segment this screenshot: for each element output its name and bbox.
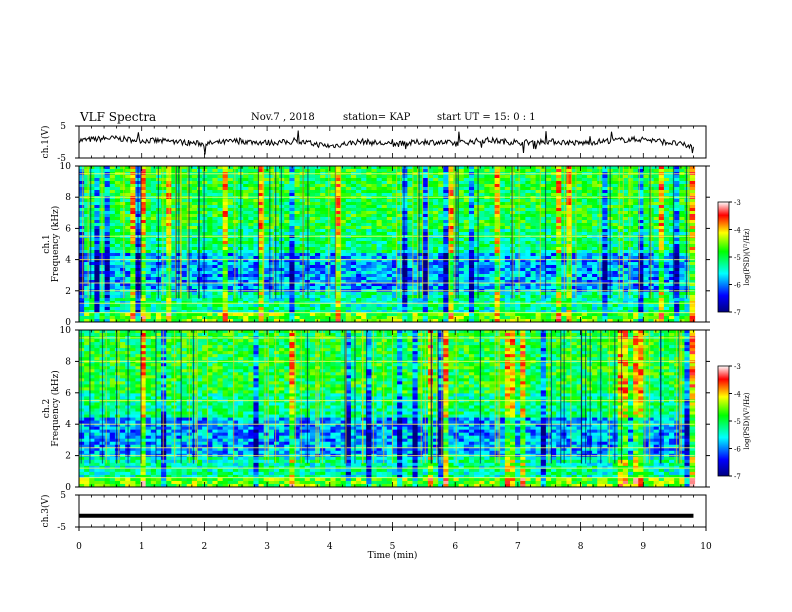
x-tick-label: 3: [264, 542, 270, 552]
colorbar-tick-label: -6: [734, 446, 741, 454]
colorbar-tick-label: -7: [734, 473, 741, 481]
y-tick-label: 4: [65, 256, 71, 266]
spectrogram-cells: [79, 166, 696, 323]
x-axis-label: Time (min): [368, 550, 418, 561]
x-tick-label: 8: [578, 542, 584, 552]
colorbar-tick-label: -4: [734, 227, 741, 235]
colorbar-tick-label: -4: [734, 391, 741, 399]
colorbar-label: log(PSD)(V²/Hz): [743, 392, 751, 449]
x-tick-label: 4: [327, 542, 333, 552]
y-tick-label: 5: [60, 491, 66, 501]
x-tick-label: 1: [139, 542, 145, 552]
y-tick-label: 2: [65, 452, 71, 462]
x-tick-label: 5: [390, 542, 396, 552]
timeseries-panel-1: 5 -5 ch.1(V): [40, 122, 707, 164]
colorbar-tick-label: -5: [734, 254, 741, 262]
colorbar-label: log(PSD)(V²/Hz): [743, 228, 751, 285]
timeseries-panel-3: 5 -5 ch.3(V): [40, 491, 707, 533]
y-axis-label: Frequency (kHz): [50, 206, 61, 283]
station-label: station= KAP: [343, 112, 411, 123]
figure-title: VLF Spectra: [80, 110, 157, 124]
colorbar: [717, 201, 730, 313]
y-tick-label: 6: [65, 224, 71, 234]
colorbar-tick-label: -3: [734, 199, 741, 207]
y-axis-label: ch.3(V): [40, 495, 51, 528]
x-tick-label: 6: [452, 542, 458, 552]
colorbar-tick-label: -5: [734, 418, 741, 426]
spectrogram-panel-2: 0 2 4 6 8 10 ch.2 Frequency (kHz) -3 -4 -5 -6 -7 log(…: [42, 326, 751, 493]
x-tick-label: 7: [515, 542, 521, 552]
y-axis-label: ch.1(V): [40, 126, 51, 159]
colorbar-tick-label: -3: [734, 363, 741, 371]
y-tick-label: 8: [65, 193, 71, 203]
spectrogram-panel-1: 0 2 4 6 8 10 ch.1 Frequency (kHz) -3 -4 -5 -6 -7 log(…: [42, 162, 751, 328]
y-tick-label: 6: [65, 389, 71, 399]
y-tick-label: -5: [57, 154, 66, 164]
y-tick-label: 0: [65, 318, 71, 328]
colorbar: [717, 365, 730, 477]
y-tick-label: 8: [65, 357, 71, 367]
y-tick-label: 0: [65, 483, 71, 493]
start-time-label: start UT = 15: 0 : 1: [437, 112, 536, 123]
y-tick-label: 10: [60, 162, 72, 172]
x-tick-label: 2: [202, 542, 208, 552]
colorbar-tick-label: -6: [734, 282, 741, 290]
y-tick-label: -5: [57, 523, 66, 533]
panel-channel-label: ch.1: [42, 234, 52, 253]
x-tick-label: 9: [640, 542, 646, 552]
panel-channel-label: ch.2: [42, 399, 52, 418]
y-tick-label: 5: [60, 122, 66, 132]
colorbar-tick-label: -7: [734, 309, 741, 317]
y-tick-label: 10: [60, 326, 72, 336]
x-tick-label: 0: [76, 542, 82, 552]
y-tick-label: 4: [65, 420, 71, 430]
y-axis-label: Frequency (kHz): [50, 370, 61, 447]
x-tick-label: 10: [700, 542, 712, 552]
y-tick-label: 2: [65, 287, 71, 297]
date-label: Nov.7 , 2018: [251, 112, 315, 123]
spectrogram-cells: [79, 330, 696, 488]
ch1-waveform: [78, 130, 694, 155]
